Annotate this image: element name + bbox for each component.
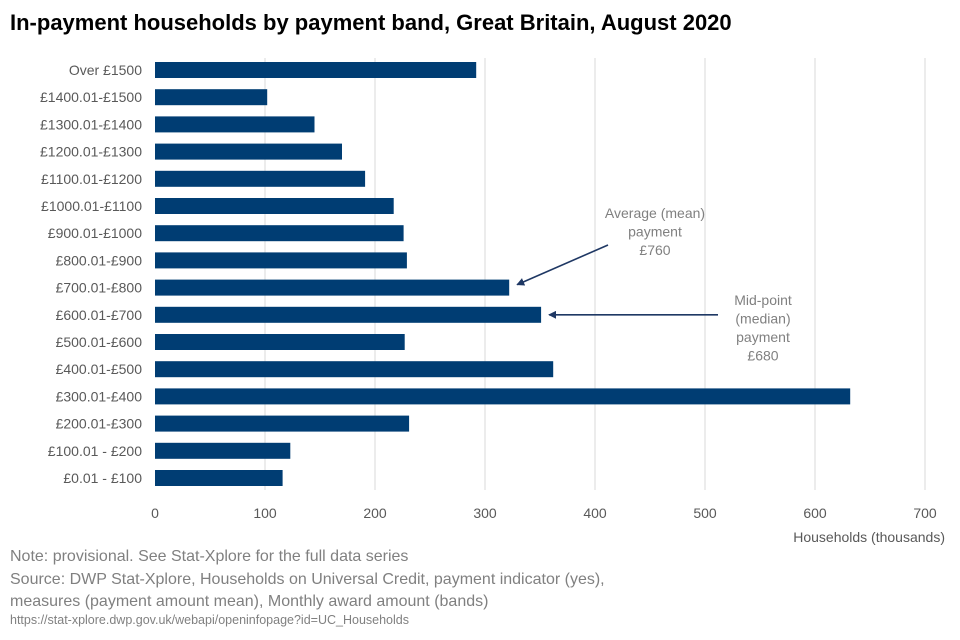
x-tick-label: 400	[583, 505, 607, 521]
category-label: £300.01-£400	[56, 388, 143, 404]
bar	[155, 198, 394, 214]
category-label: £800.01-£900	[56, 252, 143, 268]
bar	[155, 279, 510, 296]
category-label: £0.01 - £100	[63, 470, 142, 486]
bar	[155, 442, 291, 459]
x-tick-label: 0	[151, 505, 159, 521]
bar	[155, 89, 268, 106]
bar	[155, 116, 315, 133]
category-label: £1200.01-£1300	[40, 144, 142, 160]
category-label: £700.01-£800	[56, 280, 143, 296]
source-line-1: Source: DWP Stat-Xplore, Households on U…	[10, 571, 605, 588]
bar	[155, 62, 477, 78]
x-axis-title: Households (thousands)	[793, 529, 945, 545]
annotation-text: payment	[628, 224, 682, 240]
bar	[155, 334, 405, 350]
annotation-arrow	[516, 244, 609, 286]
x-tick-label: 500	[693, 505, 717, 521]
x-tick-label: 200	[363, 505, 387, 521]
bar	[155, 225, 404, 242]
source-line-2: measures (payment amount mean), Monthly …	[10, 593, 489, 610]
category-label: £1300.01-£1400	[40, 116, 142, 132]
category-label: £1400.01-£1500	[40, 89, 142, 105]
chart-title: In-payment households by payment band, G…	[10, 10, 732, 35]
annotation-median: Mid-point (median) payment £680	[548, 292, 792, 364]
x-tick-label: 600	[803, 505, 827, 521]
annotation-text: (median)	[735, 311, 790, 327]
category-label: £500.01-£600	[56, 334, 143, 350]
bar	[155, 143, 342, 160]
annotation-text: payment	[736, 329, 790, 345]
x-tick-label: 300	[473, 505, 497, 521]
category-labels: Over £1500 £1400.01-£1500 £1300.01-£1400 £1…	[40, 62, 142, 486]
annotation-mean: Average (mean) payment £760	[516, 205, 705, 286]
x-tick-label: 700	[913, 505, 937, 521]
category-label: £200.01-£300	[56, 416, 143, 432]
bar	[155, 252, 407, 269]
footnote-provisional: Note: provisional. See Stat-Xplore for t…	[10, 548, 409, 565]
bar	[155, 361, 554, 378]
annotations: Average (mean) payment £760 Mid-point (media…	[516, 205, 792, 364]
annotation-text: £680	[747, 348, 778, 364]
bars	[155, 62, 851, 486]
bar	[155, 170, 366, 187]
annotation-text: Average (mean)	[605, 205, 705, 221]
category-label: £400.01-£500	[56, 361, 143, 377]
category-label: £900.01-£1000	[48, 225, 142, 241]
bar	[155, 415, 410, 432]
category-label: £600.01-£700	[56, 307, 143, 323]
category-label: £1000.01-£1100	[41, 198, 142, 214]
category-label: £1100.01-£1200	[41, 171, 142, 187]
bar	[155, 470, 283, 486]
x-tick-label: 100	[253, 505, 277, 521]
category-label: £100.01 - £200	[48, 443, 142, 459]
category-label: Over £1500	[69, 62, 142, 78]
source-url: https://stat-xplore.dwp.gov.uk/webapi/op…	[10, 613, 409, 627]
x-tick-labels: 0 100 200 300 400 500 600 700	[151, 505, 937, 521]
annotation-text: £760	[639, 242, 670, 258]
bar	[155, 388, 851, 405]
bar	[155, 306, 542, 323]
annotation-text: Mid-point	[734, 292, 792, 308]
